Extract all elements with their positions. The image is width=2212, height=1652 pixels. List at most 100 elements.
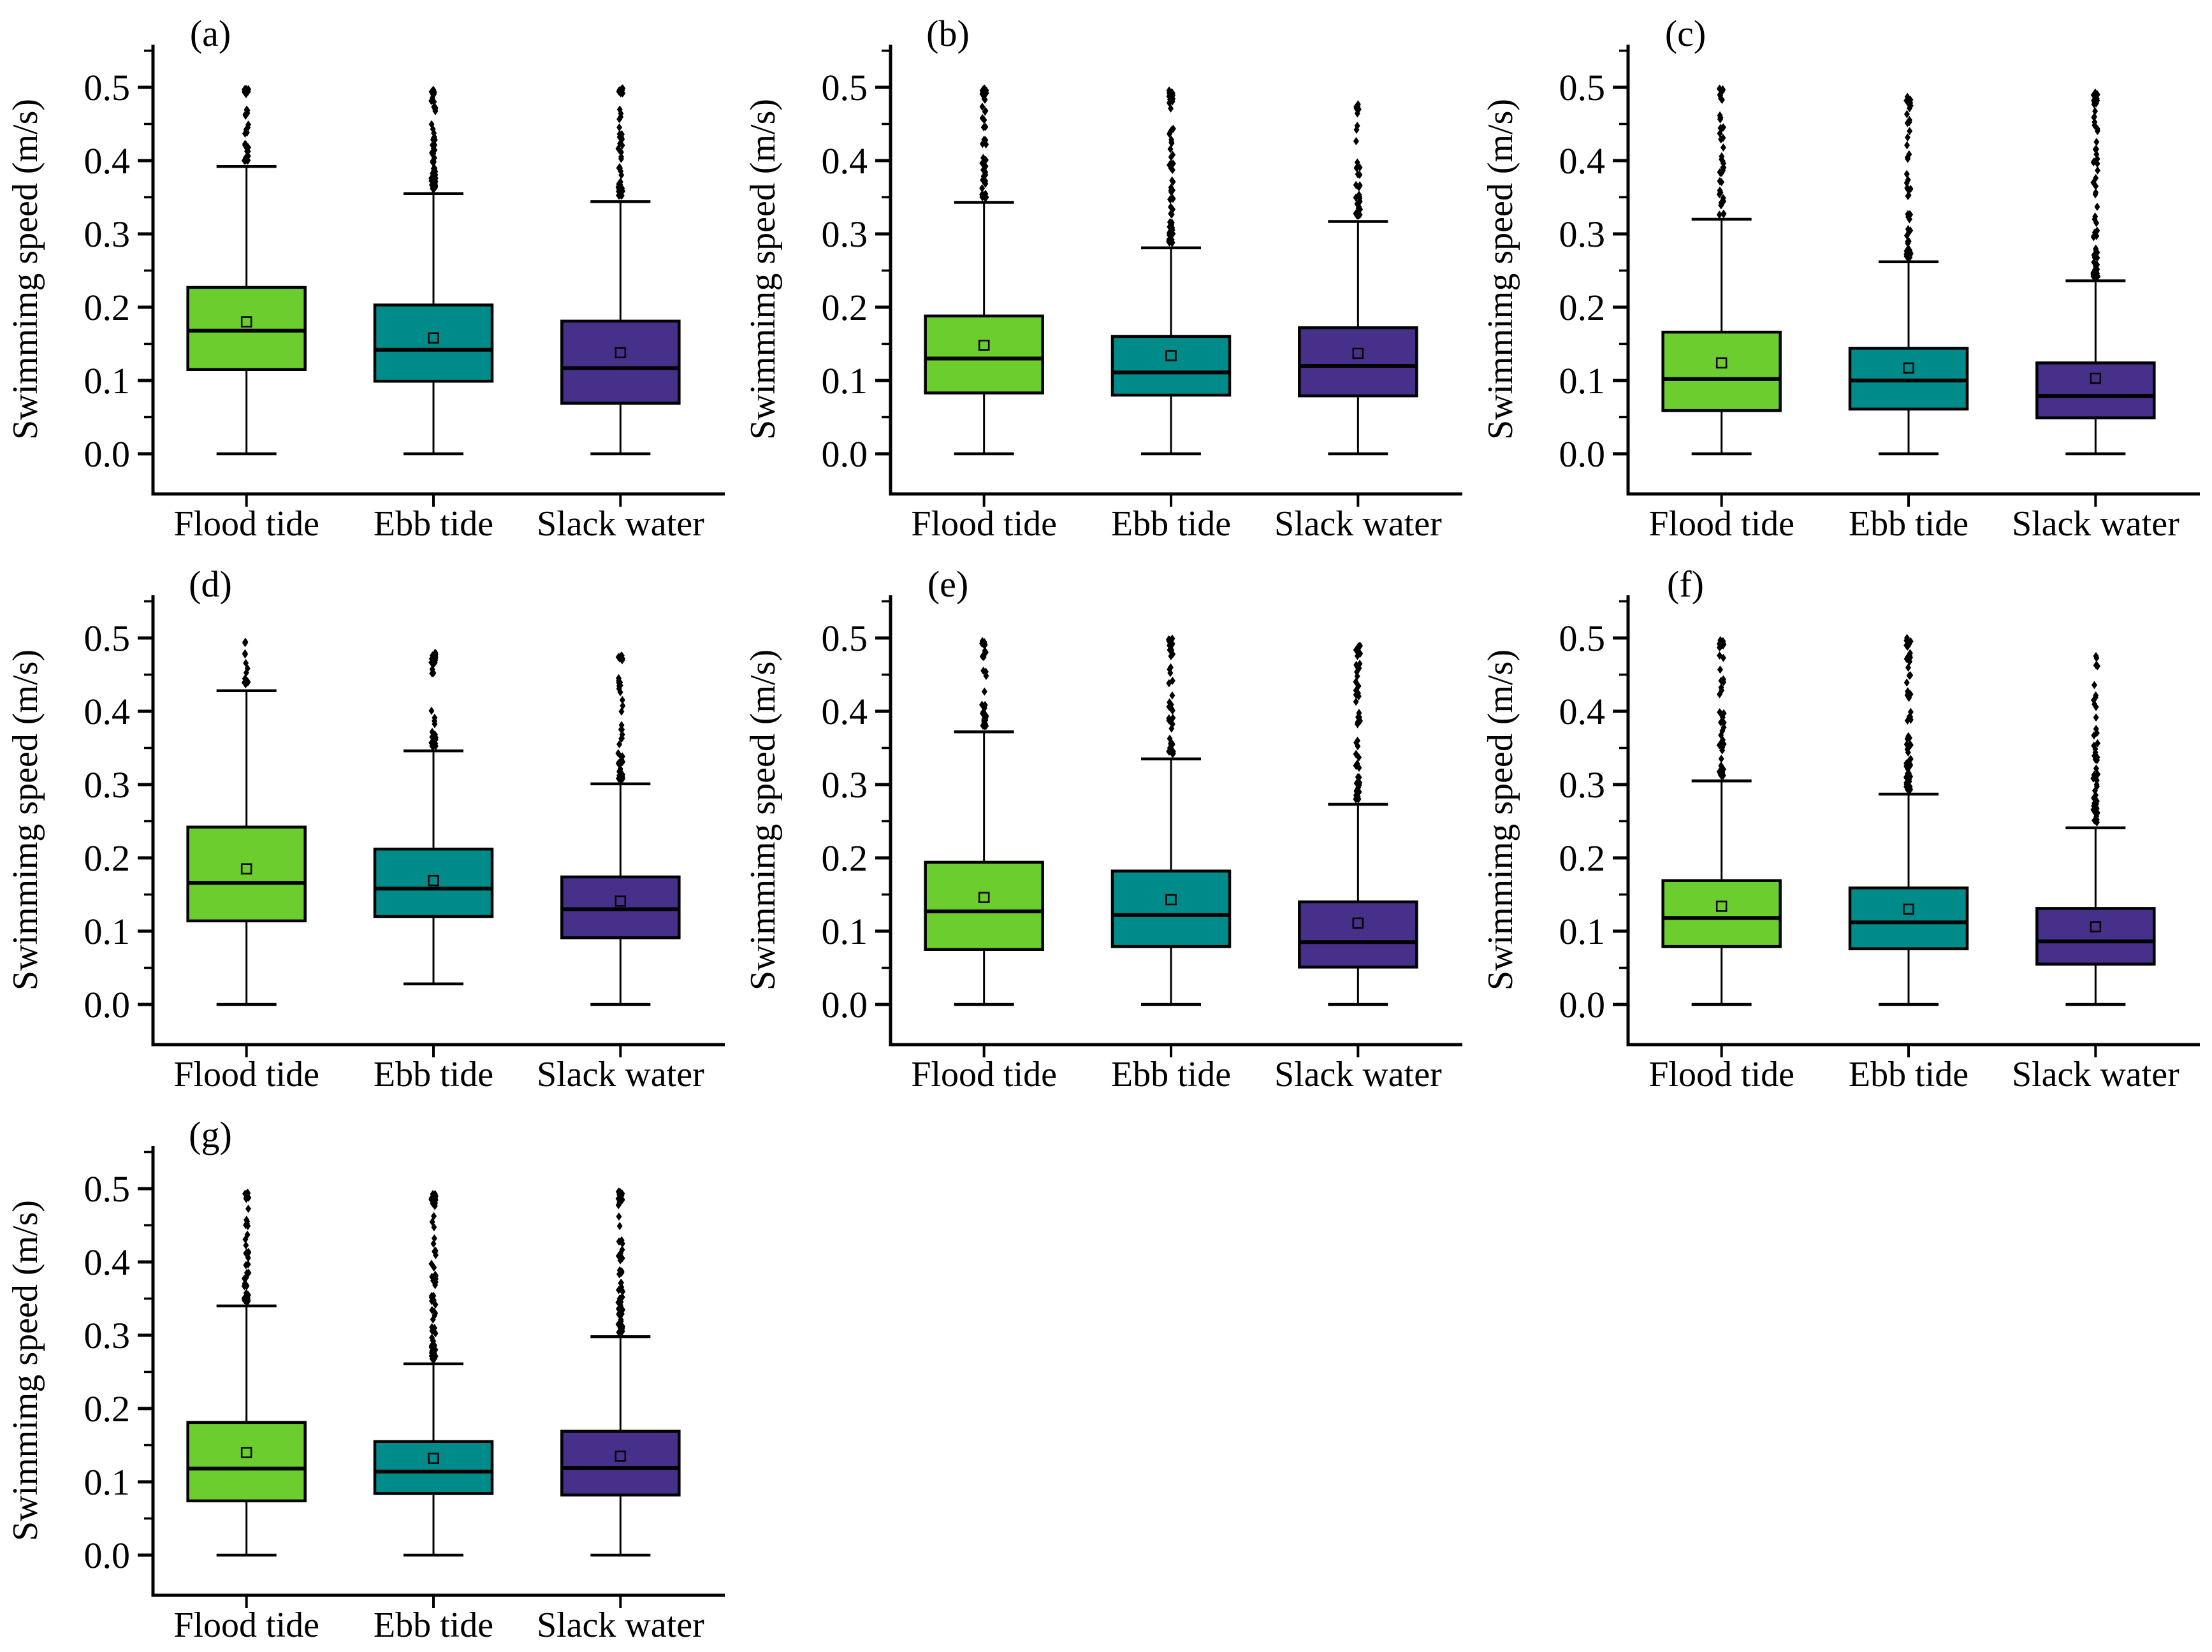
y-tick-label: 0.2 <box>1559 287 1606 328</box>
outlier-point <box>1721 209 1727 218</box>
outlier-point <box>979 184 986 192</box>
y-tick-label: 0.3 <box>84 1315 131 1356</box>
outlier-point <box>1353 102 1360 111</box>
outlier-point <box>1716 639 1722 648</box>
outlier-point <box>430 167 437 176</box>
outlier-point <box>981 88 987 97</box>
outlier-point <box>618 112 624 121</box>
outlier-point <box>619 695 625 704</box>
outlier-point <box>618 1236 625 1245</box>
panel-cell-e: (e) Swimmimg speed (m/s) 0.0 0.1 0.2 0.3 0.4 0.… <box>738 551 1475 1101</box>
outlier-point <box>429 1217 435 1226</box>
outlier-point <box>982 156 989 164</box>
outlier-point <box>1903 655 1910 663</box>
outlier-point <box>2092 121 2098 130</box>
outlier-point <box>430 125 436 134</box>
iqr-box <box>1661 879 1782 948</box>
x-category-label: Flood tide <box>173 504 319 544</box>
outlier-point <box>2093 817 2100 826</box>
outlier-point <box>1907 127 1913 136</box>
outlier-point <box>2092 212 2099 221</box>
outlier-point <box>429 1193 435 1202</box>
outlier-point <box>2095 166 2101 175</box>
outlier-point <box>2093 651 2099 660</box>
outlier-point <box>243 669 249 677</box>
outlier-point <box>1905 185 1911 194</box>
outlier-point <box>616 685 622 693</box>
outlier-point <box>1168 126 1174 134</box>
outlier-point <box>1906 671 1912 680</box>
outlier-point <box>1169 676 1175 685</box>
outlier-point <box>430 133 437 142</box>
outlier-point <box>979 192 986 201</box>
outlier-point <box>1905 97 1911 106</box>
outlier-point <box>1354 199 1360 208</box>
outlier-point <box>616 164 623 173</box>
outlier-point <box>1170 159 1176 168</box>
outlier-point <box>620 187 626 196</box>
mean-marker <box>428 332 439 344</box>
outlier-point <box>244 110 250 119</box>
x-category-label: Slack water <box>2012 504 2179 544</box>
panel-letter: (b) <box>926 13 970 54</box>
panel-letter: (c) <box>1665 13 1706 54</box>
outliers <box>615 84 626 200</box>
outlier-point <box>618 707 625 716</box>
outliers <box>428 1189 439 1364</box>
x-category-label: Ebb tide <box>1849 504 1968 544</box>
outlier-point <box>1717 91 1723 99</box>
outlier-point <box>1168 651 1174 660</box>
panel-e: (e) Swimmimg speed (m/s) 0.0 0.1 0.2 0.3 0.4 0.… <box>743 563 1462 1094</box>
iqr-box <box>924 860 1044 951</box>
outlier-point <box>1353 795 1359 804</box>
outlier-point <box>2093 138 2100 147</box>
outlier-point <box>1167 669 1174 677</box>
outlier-point <box>432 740 438 749</box>
outlier-point <box>1168 739 1174 748</box>
outlier-point <box>1904 249 1910 257</box>
outlier-point <box>1904 716 1910 725</box>
outlier-point <box>1353 779 1360 788</box>
outlier-point <box>430 1337 436 1345</box>
outlier-point <box>430 1199 436 1208</box>
y-tick-label: 0.1 <box>84 911 131 952</box>
outlier-point <box>2093 182 2099 191</box>
mean-marker <box>615 1451 627 1462</box>
mean-marker <box>1715 901 1728 912</box>
iqr-box <box>1661 330 1782 412</box>
outlier-point <box>979 113 986 122</box>
mean-marker <box>2090 921 2102 932</box>
boxplot-slack-water: Slack water <box>2012 651 2179 1094</box>
outlier-point <box>2095 770 2101 779</box>
outlier-point <box>1719 168 1725 177</box>
outlier-point <box>1167 195 1174 204</box>
boxplot-flood-tide: Flood tide <box>1648 635 1794 1094</box>
y-tick-label: 0.5 <box>1559 67 1606 108</box>
outlier-point <box>1355 720 1361 728</box>
outlier-point <box>1720 653 1726 662</box>
outlier-point <box>2094 159 2100 168</box>
outlier-point <box>2093 782 2100 791</box>
x-category-label: Slack water <box>537 504 704 544</box>
outlier-point <box>432 105 439 114</box>
outlier-point <box>1168 186 1174 195</box>
outlier-point <box>430 158 436 167</box>
outlier-point <box>2092 748 2099 757</box>
outliers <box>979 637 989 730</box>
y-tick-label: 0.3 <box>84 764 131 806</box>
outlier-point <box>616 674 622 683</box>
outlier-point <box>428 658 435 667</box>
outlier-point <box>1903 641 1910 650</box>
outlier-point <box>1718 676 1724 685</box>
outlier-point <box>2092 795 2098 804</box>
outlier-point <box>1717 690 1723 699</box>
iqr-box <box>1110 869 1232 948</box>
outlier-point <box>430 1355 436 1364</box>
outlier-point <box>1354 158 1360 167</box>
axis-spine <box>151 595 725 1047</box>
outlier-point <box>1907 761 1914 770</box>
outlier-point <box>1355 783 1362 792</box>
outlier-point <box>1905 175 1911 184</box>
mean-marker <box>2090 372 2102 384</box>
outlier-point <box>1907 653 1913 662</box>
